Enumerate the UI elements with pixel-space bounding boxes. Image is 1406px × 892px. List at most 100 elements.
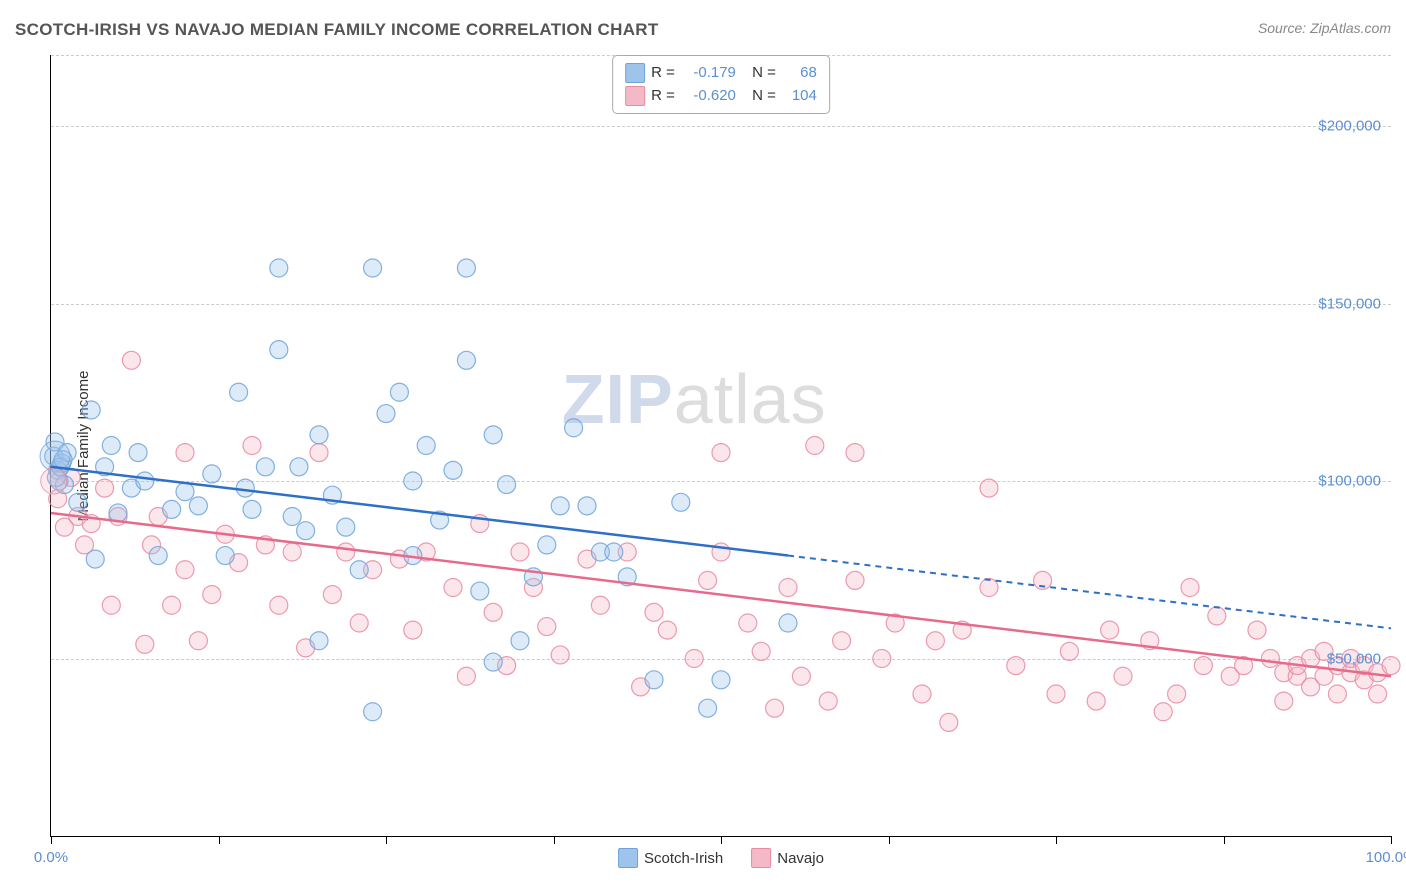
scatter-point	[404, 472, 422, 490]
scatter-point	[337, 518, 355, 536]
scatter-point	[163, 596, 181, 614]
plot-area: ZIPatlas R = -0.179 N = 68 R = -0.620 N …	[50, 55, 1391, 837]
scatter-point	[578, 497, 596, 515]
scatter-point	[444, 461, 462, 479]
scatter-point	[163, 500, 181, 518]
legend-label-nv: Navajo	[777, 850, 824, 867]
legend-item-navajo: Navajo	[751, 848, 824, 868]
scatter-point	[283, 543, 301, 561]
scatter-point	[457, 667, 475, 685]
legend-label-si: Scotch-Irish	[644, 850, 723, 867]
scatter-point	[712, 671, 730, 689]
scatter-point	[752, 642, 770, 660]
scatter-point	[1248, 621, 1266, 639]
scatter-point	[913, 685, 931, 703]
scatter-point	[404, 621, 422, 639]
scatter-point	[102, 596, 120, 614]
scatter-point	[243, 437, 261, 455]
scatter-point	[846, 444, 864, 462]
x-tick	[1056, 836, 1057, 844]
x-tick	[1391, 836, 1392, 844]
x-tick	[721, 836, 722, 844]
swatch-scotch-irish-2	[618, 848, 638, 868]
scatter-point-large	[41, 468, 67, 494]
scatter-point	[1060, 642, 1078, 660]
swatch-scotch-irish	[625, 63, 645, 83]
x-tick-label: 0.0%	[34, 849, 68, 866]
scatter-point	[1101, 621, 1119, 639]
scatter-point	[122, 351, 140, 369]
x-tick	[889, 836, 890, 844]
series-legend: Scotch-Irish Navajo	[618, 848, 824, 868]
scatter-point	[645, 603, 663, 621]
stats-n-value-nv: 104	[782, 85, 817, 108]
swatch-navajo	[625, 86, 645, 106]
scatter-point	[538, 618, 556, 636]
scatter-point	[1382, 657, 1400, 675]
scatter-point	[310, 426, 328, 444]
scatter-point	[350, 561, 368, 579]
regression-line-dashed	[788, 556, 1391, 629]
x-tick	[386, 836, 387, 844]
scatter-point	[290, 458, 308, 476]
stats-row-scotch-irish: R = -0.179 N = 68	[625, 62, 817, 85]
scatter-point	[129, 444, 147, 462]
scatter-point	[766, 699, 784, 717]
scatter-point	[712, 444, 730, 462]
scatter-point	[591, 596, 609, 614]
scatter-point	[96, 479, 114, 497]
scatter-point	[82, 401, 100, 419]
scatter-point	[364, 703, 382, 721]
scatter-point	[498, 476, 516, 494]
scatter-point	[310, 444, 328, 462]
scatter-point	[484, 426, 502, 444]
scatter-point	[672, 493, 690, 511]
x-tick-label: 100.0%	[1366, 849, 1406, 866]
scatter-point	[230, 383, 248, 401]
chart-title: SCOTCH-IRISH VS NAVAJO MEDIAN FAMILY INC…	[15, 20, 659, 39]
scatter-svg	[51, 55, 1391, 836]
scatter-point	[69, 493, 87, 511]
scatter-point	[1168, 685, 1186, 703]
scatter-point	[1087, 692, 1105, 710]
scatter-point	[457, 351, 475, 369]
scatter-point	[940, 713, 958, 731]
stats-r-label-2: R =	[651, 85, 675, 108]
scatter-point	[926, 632, 944, 650]
stats-r-value-si: -0.179	[681, 62, 736, 85]
scatter-point	[1047, 685, 1065, 703]
stats-r-label: R =	[651, 62, 675, 85]
scatter-point	[565, 419, 583, 437]
scatter-point	[980, 579, 998, 597]
scatter-point	[1275, 692, 1293, 710]
scatter-point	[256, 458, 274, 476]
scatter-point	[484, 603, 502, 621]
scatter-point	[779, 614, 797, 632]
scatter-point	[1328, 685, 1346, 703]
x-tick	[554, 836, 555, 844]
x-tick	[219, 836, 220, 844]
swatch-navajo-2	[751, 848, 771, 868]
source-label: Source: ZipAtlas.com	[1258, 20, 1391, 36]
scatter-point	[236, 479, 254, 497]
scatter-point	[216, 547, 234, 565]
scatter-point	[658, 621, 676, 639]
scatter-point	[699, 571, 717, 589]
scatter-point	[511, 543, 529, 561]
scatter-point	[350, 614, 368, 632]
scatter-point	[980, 479, 998, 497]
stats-r-value-nv: -0.620	[681, 85, 736, 108]
scatter-point	[444, 579, 462, 597]
scatter-point	[86, 550, 104, 568]
scatter-point	[792, 667, 810, 685]
scatter-point	[310, 632, 328, 650]
scatter-point	[873, 650, 891, 668]
y-tick-label: $50,000	[1327, 650, 1381, 667]
scatter-point	[1181, 579, 1199, 597]
scatter-point	[189, 632, 207, 650]
scatter-point	[203, 465, 221, 483]
scatter-point	[337, 543, 355, 561]
scatter-point	[323, 586, 341, 604]
scatter-point	[779, 579, 797, 597]
scatter-point	[846, 571, 864, 589]
